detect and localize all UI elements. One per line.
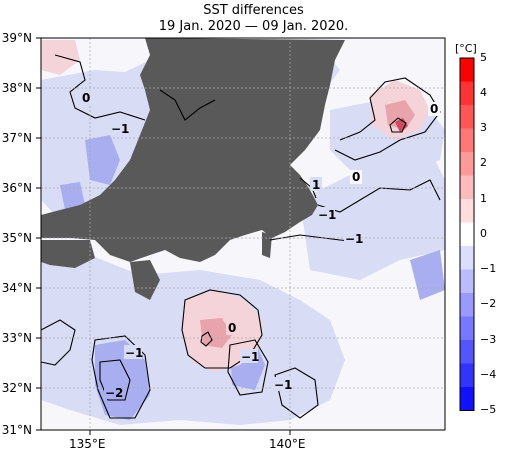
contour-label: 0 [352, 170, 360, 184]
neg2-region [85, 135, 120, 185]
pos-region-group [41, 40, 430, 372]
contour-label: −1 [111, 122, 129, 136]
lat-label: 32°N [1, 381, 32, 395]
colorbar-tick: −4 [480, 368, 497, 381]
contour-minus1 [159, 89, 216, 121]
pos1-region [41, 40, 80, 75]
lon-label: 140°E [269, 437, 306, 451]
map-title: SST differences [203, 3, 304, 18]
pos2-region [200, 318, 232, 348]
colorbar-tick: −2 [480, 297, 497, 310]
colorbar-tick: 0 [480, 227, 487, 240]
contour-minus1 [91, 335, 151, 419]
contour-label: −1 [345, 232, 363, 246]
map-date-range: 19 Jan. 2020 — 09 Jan. 2020. [158, 19, 349, 34]
contour-minus1 [317, 179, 441, 213]
lat-label: 35°N [1, 231, 32, 245]
lat-label: 38°N [1, 81, 32, 95]
colorbar-tick: 2 [480, 156, 487, 169]
contour-label: −1 [241, 350, 259, 364]
lat-label: 31°N [1, 423, 32, 437]
contour-label: 1 [312, 178, 320, 192]
colorbar-tick: 1 [480, 192, 487, 205]
contour-0-inner [200, 331, 213, 347]
contour-0 [389, 117, 407, 133]
contour-minus1 [274, 367, 319, 419]
tick-group [36, 37, 291, 435]
contour-0 [41, 319, 76, 366]
colorbar-tick: 4 [480, 86, 487, 99]
colorbar-unit: [°C] [455, 42, 477, 55]
colorbar-tick: −1 [480, 262, 497, 275]
contour-label: −1 [125, 346, 143, 360]
lat-label: 36°N [1, 181, 32, 195]
honshu-land [41, 38, 345, 262]
colorbar-tick: 5 [480, 51, 487, 64]
neg2-region [410, 250, 445, 300]
lat-label: 37°N [1, 131, 32, 145]
graticule-group [41, 38, 445, 430]
contour-label: −1 [318, 208, 336, 222]
land-group [41, 38, 345, 300]
kii-peninsula-land [130, 260, 160, 300]
contour-label: −1 [274, 378, 292, 392]
contour-0 [334, 77, 441, 161]
colorbar-tick: 3 [480, 121, 487, 134]
contour-label: 0 [82, 91, 90, 105]
lon-label: 135°E [69, 437, 106, 451]
contour-minus1 [227, 339, 269, 396]
lat-label: 34°N [1, 281, 32, 295]
lat-label: 33°N [1, 331, 32, 345]
colorbar [459, 57, 475, 411]
lat-label: 39°N [1, 31, 32, 45]
neg1-region [300, 150, 445, 280]
contour-minus2 [99, 359, 131, 401]
map-frame [40, 37, 446, 431]
colorbar-tick: −3 [480, 333, 497, 346]
shikoku-land [41, 240, 95, 268]
contour-0 [54, 54, 146, 121]
colorbar-tick: −5 [480, 403, 497, 416]
contour-label: 0 [228, 321, 236, 335]
contour-label: 0 [430, 102, 438, 116]
contour-label: −2 [105, 386, 123, 400]
izu-peninsula-land [262, 232, 272, 258]
neg2-region [60, 182, 85, 210]
contour-label-group: 0 −1 0 0 1 −1 −1 0 −1 −1 −1 −2 [80, 91, 440, 400]
pos3-region [395, 118, 408, 132]
island-land [153, 242, 160, 250]
